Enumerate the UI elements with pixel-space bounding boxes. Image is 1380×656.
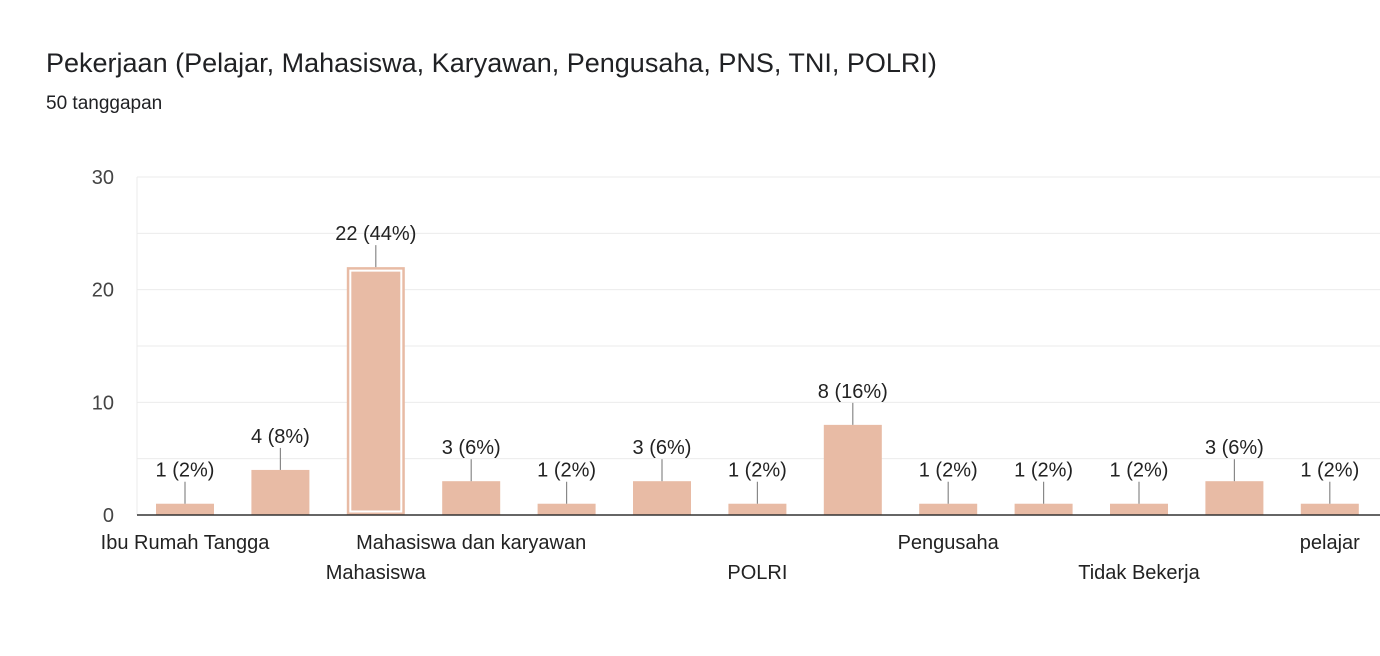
y-tick-label: 10 bbox=[92, 392, 114, 414]
data-label: 3 (6%) bbox=[1205, 437, 1264, 459]
x-category-label: pelajar bbox=[1300, 532, 1360, 554]
data-label: 1 (2%) bbox=[1300, 460, 1359, 482]
data-label: 1 (2%) bbox=[919, 460, 978, 482]
data-label: 22 (44%) bbox=[335, 223, 416, 245]
bar bbox=[156, 503, 214, 515]
bar bbox=[251, 469, 310, 515]
y-tick-label: 30 bbox=[92, 167, 114, 189]
data-label: 1 (2%) bbox=[537, 460, 596, 482]
data-label: 3 (6%) bbox=[633, 437, 692, 459]
bar bbox=[1014, 503, 1073, 515]
bar bbox=[537, 503, 596, 515]
x-category-label: Pengusaha bbox=[898, 532, 1000, 554]
bar bbox=[823, 424, 882, 515]
data-label: 1 (2%) bbox=[1014, 460, 1073, 482]
bar bbox=[346, 267, 405, 515]
bar-highlight-outline bbox=[349, 269, 403, 513]
y-tick-label: 20 bbox=[92, 280, 114, 302]
bar bbox=[1300, 503, 1359, 515]
data-label: 1 (2%) bbox=[728, 460, 787, 482]
bar bbox=[728, 503, 787, 515]
x-category-label: POLRI bbox=[727, 562, 787, 584]
response-count: 50 tanggapan bbox=[46, 93, 163, 114]
bar bbox=[1205, 481, 1264, 515]
data-label: 8 (16%) bbox=[818, 381, 888, 403]
x-category-label: Tidak Bekerja bbox=[1078, 562, 1200, 584]
chart-title: Pekerjaan (Pelajar, Mahasiswa, Karyawan,… bbox=[46, 48, 937, 78]
bar bbox=[633, 481, 691, 515]
bar bbox=[1110, 503, 1168, 515]
data-label: 1 (2%) bbox=[1110, 460, 1169, 482]
data-label: 4 (8%) bbox=[251, 426, 310, 448]
data-label: 3 (6%) bbox=[442, 437, 501, 459]
y-tick-label: 0 bbox=[103, 505, 114, 527]
bar bbox=[442, 481, 501, 515]
x-category-label: Mahasiswa bbox=[326, 562, 427, 584]
data-label: 1 (2%) bbox=[156, 460, 215, 482]
x-category-label: Ibu Rumah Tangga bbox=[101, 532, 271, 554]
bar bbox=[919, 503, 978, 515]
x-category-label: Mahasiswa dan karyawan bbox=[356, 532, 586, 554]
